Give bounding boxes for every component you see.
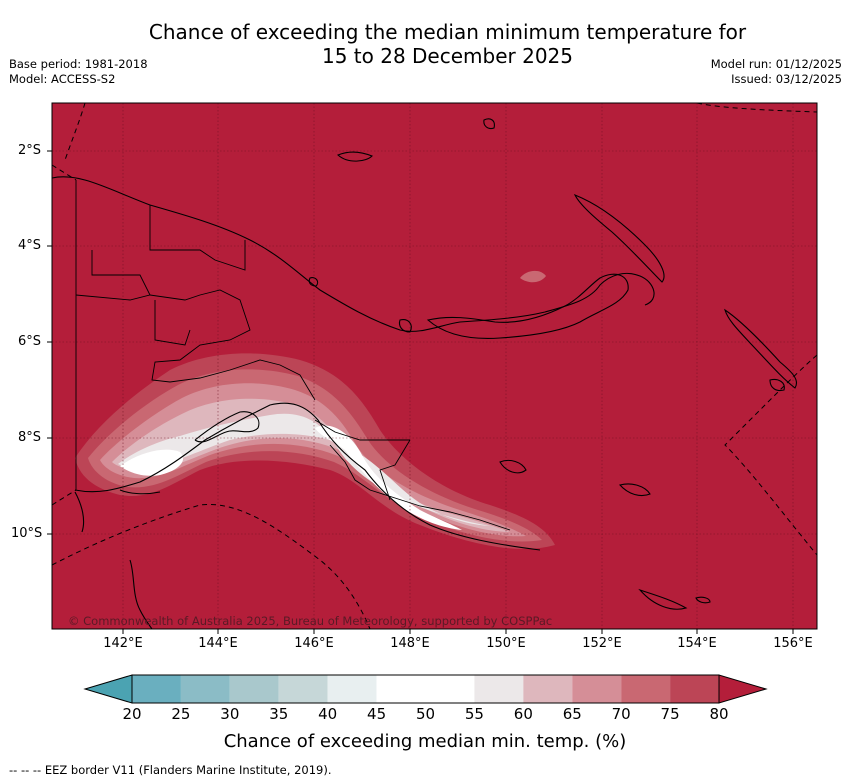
- map-background: [52, 103, 817, 629]
- colorbar-tick-label: 35: [269, 705, 289, 723]
- gridlines: [52, 103, 817, 629]
- lat-label: 10°S: [11, 526, 43, 541]
- lat-label: 2°S: [18, 143, 42, 158]
- copyright-notice: © Commonwealth of Australia 2025, Bureau…: [68, 614, 553, 628]
- colorbar-swatch: [425, 675, 475, 703]
- colorbar-swatch: [132, 675, 181, 703]
- lon-label: 150°E: [486, 636, 526, 651]
- colorbar-swatch: [180, 675, 230, 703]
- colorbar-tick-label: 75: [660, 705, 680, 723]
- lon-label: 144°E: [198, 636, 238, 651]
- colorbar-tick-label: 70: [611, 705, 631, 723]
- lon-label: 148°E: [390, 636, 430, 651]
- political-borders: [75, 180, 511, 531]
- colorbar-tick-label: 40: [318, 705, 338, 723]
- colorbar-tick-label: 45: [367, 705, 387, 723]
- colorbar-tick-label: 20: [122, 705, 142, 723]
- chart-title: Chance of exceeding the median minimum t…: [0, 20, 850, 68]
- colorbar-swatch: [229, 675, 279, 703]
- colorbar-swatch: [278, 675, 328, 703]
- colorbar-tick-label: 65: [562, 705, 582, 723]
- colorbar-tick-label: 30: [220, 705, 240, 723]
- coastlines: [51, 118, 798, 630]
- lon-label: 152°E: [582, 636, 622, 651]
- model-name: Model: ACCESS-S2: [9, 72, 116, 86]
- colorbar-extend-low: [83, 674, 133, 704]
- lon-label: 156°E: [773, 636, 813, 651]
- colorbar-tick-label: 55: [464, 705, 484, 723]
- colorbar-swatch: [670, 675, 719, 703]
- lat-label: 8°S: [18, 430, 42, 445]
- probability-contours: [75, 270, 555, 549]
- eez-footnote: -- -- -- EEZ border V11 (Flanders Marine…: [9, 763, 332, 777]
- colorbar-tick-label: 80: [709, 705, 729, 723]
- meta-right: Model run: 01/12/2025 Issued: 03/12/2025: [711, 57, 842, 87]
- colorbar-swatch: [523, 675, 573, 703]
- lat-label: 6°S: [18, 334, 42, 349]
- lat-label: 4°S: [18, 238, 42, 253]
- colorbar-swatch: [572, 675, 622, 703]
- meta-left: Base period: 1981-2018 Model: ACCESS-S2: [9, 57, 148, 87]
- chart-title-line1: Chance of exceeding the median minimum t…: [148, 20, 747, 44]
- colorbar-swatch: [621, 675, 671, 703]
- colorbar-swatch: [376, 675, 426, 703]
- colorbar-frame: [131, 674, 720, 704]
- colorbar-tick-label: 25: [171, 705, 191, 723]
- model-run: Model run: 01/12/2025: [710, 57, 842, 71]
- lon-label: 146°E: [294, 636, 334, 651]
- chart-title-line2: 15 to 28 December 2025: [321, 44, 573, 68]
- colorbar-swatch: [474, 675, 524, 703]
- map-frame: [51, 102, 818, 630]
- axis-ticks: [47, 150, 794, 634]
- lon-label: 142°E: [103, 636, 143, 651]
- colorbar-tick-label: 50: [415, 705, 436, 723]
- issued-date: Issued: 03/12/2025: [731, 72, 842, 86]
- eez-borders: [51, 102, 818, 630]
- colorbar-swatch: [327, 675, 377, 703]
- colorbar-extend-high: [718, 674, 768, 704]
- lon-label: 154°E: [677, 636, 717, 651]
- colorbar: [83, 674, 768, 704]
- base-period: Base period: 1981-2018: [9, 57, 148, 71]
- colorbar-tick-label: 60: [513, 705, 533, 723]
- colorbar-title: Chance of exceeding median min. temp. (%…: [223, 731, 627, 752]
